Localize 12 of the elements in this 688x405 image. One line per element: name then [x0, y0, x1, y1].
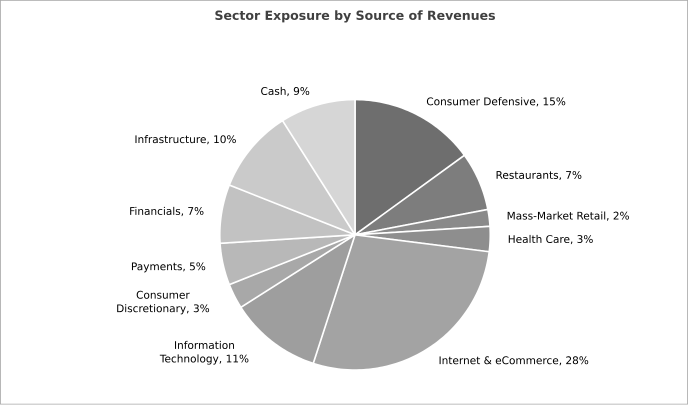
- slice-label: Payments, 5%: [132, 262, 206, 273]
- slice-label: Financials, 7%: [130, 207, 204, 216]
- slice-label: Information Technology, 11%: [160, 341, 248, 365]
- slice-label: Mass-Market Retail, 2%: [508, 212, 629, 221]
- slice-label: Internet & eCommerce, 28%: [440, 356, 588, 366]
- chart-title: Sector Exposure by Source of Revenues: [215, 10, 495, 23]
- slice-label: Consumer Defensive, 15%: [426, 97, 566, 107]
- slice-label: Cash, 9%: [261, 87, 310, 96]
- slice-label: Infrastructure, 10%: [135, 135, 236, 145]
- slice-label: Health Care, 3%: [508, 235, 593, 244]
- slice-label: Consumer Discretionary, 3%: [117, 291, 210, 315]
- slice-label: Restaurants, 7%: [496, 171, 582, 180]
